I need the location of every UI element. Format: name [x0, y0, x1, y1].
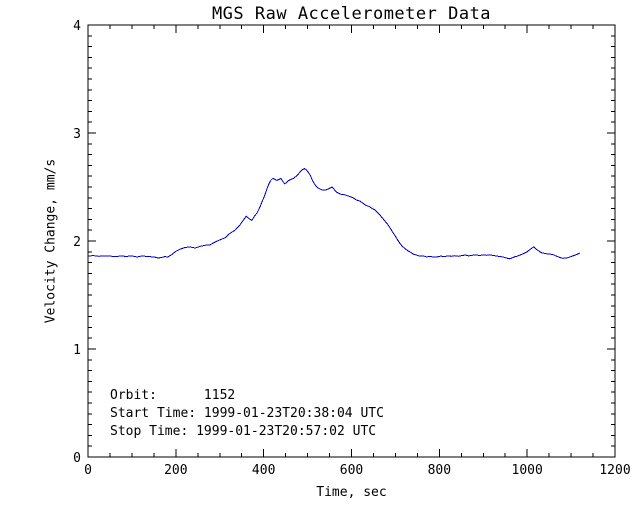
x-tick-label: 600 [340, 463, 363, 478]
y-tick-label: 2 [73, 235, 81, 250]
y-tick-label: 3 [73, 127, 81, 142]
x-tick-label: 1000 [512, 463, 543, 478]
x-tick-label: 800 [428, 463, 451, 478]
x-axis-label: Time, sec [316, 485, 387, 500]
x-tick-label: 0 [84, 463, 92, 478]
y-tick-label: 4 [73, 19, 81, 34]
annotation-start-time: Start Time: 1999-01-23T20:38:04 UTC [110, 406, 384, 421]
y-tick-label: 1 [73, 343, 81, 358]
data-curve-velocity-change [87, 168, 581, 260]
x-tick-label: 1200 [599, 463, 630, 478]
annotation-stop-time: Stop Time: 1999-01-23T20:57:02 UTC [110, 424, 377, 439]
chart-title: MGS Raw Accelerometer Data [211, 4, 492, 24]
x-tick-label: 200 [164, 463, 187, 478]
x-tick-label: 400 [252, 463, 275, 478]
annotation-orbit: Orbit: 1152 [110, 388, 236, 403]
y-tick-label: 0 [73, 451, 81, 466]
